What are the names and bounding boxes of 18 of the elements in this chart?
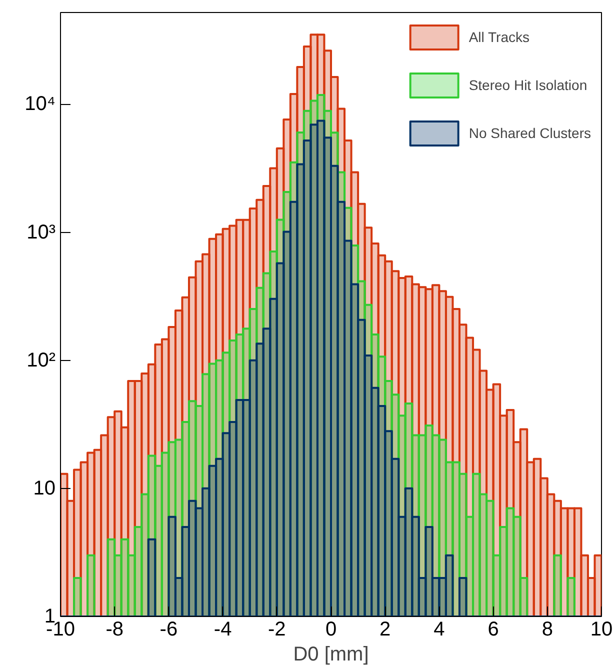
x-axis-title: D0 [mm] — [293, 644, 369, 666]
x-tick-label: 2 — [380, 618, 391, 640]
x-tick-label: 4 — [434, 618, 445, 640]
x-tick-label: 0 — [325, 618, 337, 640]
x-tick-label: 8 — [542, 618, 553, 640]
x-tick-label: -6 — [160, 618, 178, 640]
legend-label: Stereo Hit Isolation — [468, 77, 588, 93]
y-tick-label: 10 — [33, 477, 56, 500]
x-tick-label: -4 — [214, 618, 232, 640]
y-tick-label: 10³ — [26, 221, 56, 244]
legend-label: No Shared Clusters — [468, 125, 591, 141]
legend-label: All Tracks — [468, 29, 530, 45]
x-tick-label: 10 — [590, 618, 613, 640]
x-tick-label: 6 — [488, 618, 499, 640]
x-tick-label: -2 — [268, 618, 286, 640]
y-tick-label: 10² — [26, 349, 56, 372]
x-tick-label: -8 — [106, 618, 124, 640]
y-tick-label: 10⁴ — [24, 93, 56, 116]
